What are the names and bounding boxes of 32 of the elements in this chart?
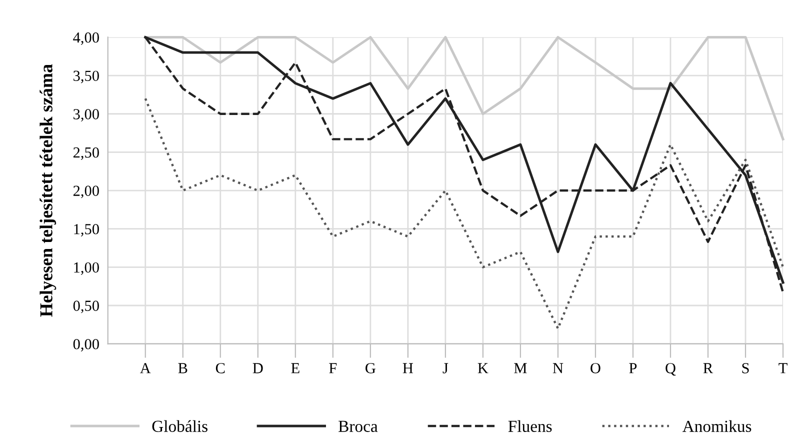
x-tick-label: K bbox=[478, 363, 488, 374]
y-tick-label: 2,00 bbox=[73, 186, 99, 198]
y-tick-label: 1,00 bbox=[74, 262, 99, 275]
x-tick-label: P bbox=[629, 363, 637, 374]
x-tick-label: Q bbox=[666, 363, 676, 376]
x-tick-label: A bbox=[140, 363, 151, 374]
x-tick-label: T bbox=[778, 363, 788, 374]
y-tick-label: 0,50 bbox=[73, 300, 99, 314]
x-tick-label: R bbox=[703, 363, 714, 374]
legend-label: Broca bbox=[338, 420, 378, 432]
y-tick-label: 0,00 bbox=[73, 338, 99, 352]
y-tick-label: 3,00 bbox=[74, 109, 99, 122]
x-tick-label: D bbox=[252, 363, 263, 374]
y-tick-label: 2,50 bbox=[73, 147, 99, 160]
y-tick-label: 1,50 bbox=[74, 224, 99, 237]
x-tick-label: O bbox=[590, 363, 600, 374]
x-tick-label: M bbox=[514, 363, 527, 374]
x-tick-label: J bbox=[442, 363, 448, 374]
x-tick-label: G bbox=[366, 363, 376, 374]
x-tick-label: F bbox=[329, 363, 337, 374]
x-tick-label: B bbox=[178, 363, 188, 374]
x-tick-label: E bbox=[291, 363, 300, 374]
legend-label: Anomikus bbox=[682, 420, 752, 432]
x-tick-label: S bbox=[742, 363, 749, 374]
x-tick-label: N bbox=[552, 363, 564, 374]
y-tick-label: 3,50 bbox=[74, 70, 99, 84]
y-tick-label: 4,00 bbox=[73, 32, 99, 45]
x-tick-label: H bbox=[402, 363, 413, 374]
legend-label: Globális bbox=[152, 420, 208, 432]
y-axis-title: Helyesen teljesített tételek száma bbox=[40, 64, 56, 317]
legend-label: Fluens bbox=[508, 420, 552, 432]
x-tick-label: C bbox=[216, 363, 225, 374]
